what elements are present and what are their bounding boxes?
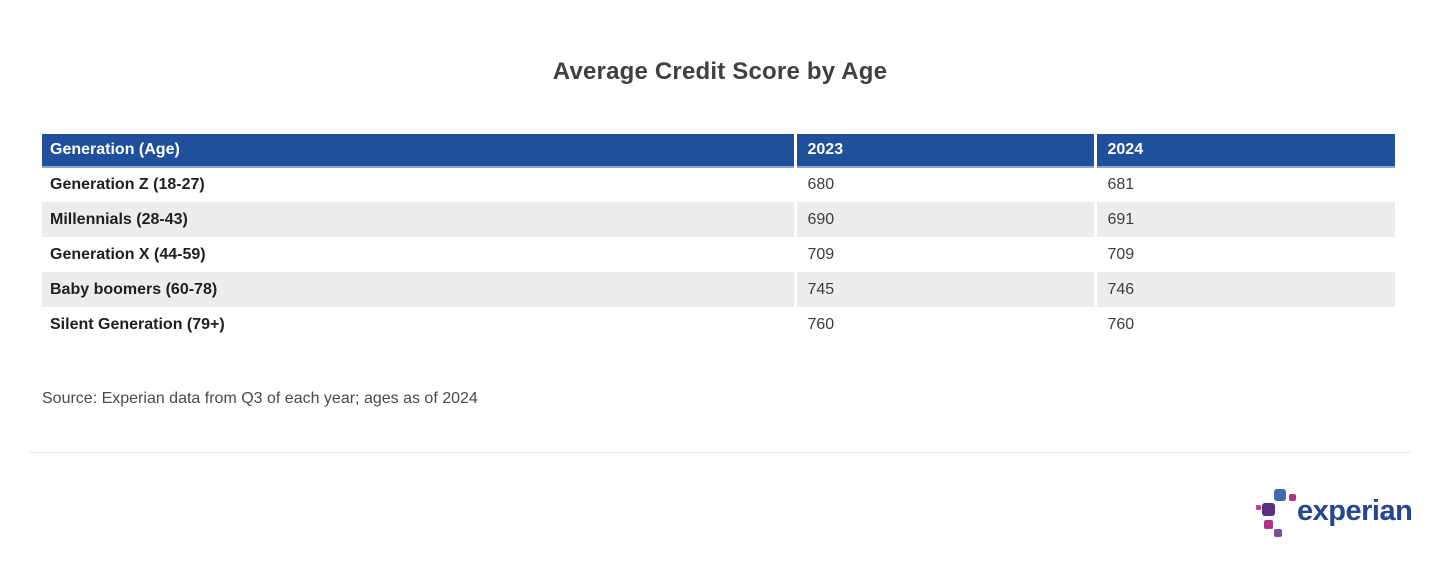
table-header: Generation (Age) 2023 2024 bbox=[42, 134, 1395, 168]
table-row: Millennials (28-43) 690 691 bbox=[42, 202, 1395, 237]
table-body: Generation Z (18-27) 680 681 Millennials (2… bbox=[42, 167, 1395, 342]
score-cell: 746 bbox=[1093, 272, 1395, 307]
score-cell: 690 bbox=[793, 202, 1095, 237]
generation-cell: Baby boomers (60-78) bbox=[50, 280, 218, 298]
experian-logo: experian ™ bbox=[1256, 486, 1413, 546]
column-header-2024: 2024 bbox=[1093, 134, 1395, 168]
score-cell: 709 bbox=[793, 237, 1095, 272]
table-row: Baby boomers (60-78) 745 746 bbox=[42, 272, 1395, 307]
generation-cell: Generation Z (18-27) bbox=[50, 176, 205, 193]
source-note: Source: Experian data from Q3 of each ye… bbox=[42, 390, 478, 407]
logo-square-purple-icon bbox=[1262, 503, 1275, 516]
page-title: Average Credit Score by Age bbox=[552, 58, 888, 85]
score-cell: 709 bbox=[1093, 237, 1395, 272]
logo-square-violet-icon bbox=[1274, 529, 1282, 537]
generation-cell: Generation X (44-59) bbox=[50, 245, 206, 263]
table-row: Generation X (44-59) 709 709 bbox=[42, 237, 1395, 272]
score-cell: 760 bbox=[793, 307, 1095, 342]
score-cell: 760 bbox=[1093, 307, 1395, 342]
logo-square-magenta-top-icon bbox=[1289, 494, 1296, 501]
logo-square-pink-left-icon bbox=[1256, 505, 1261, 510]
horizontal-divider bbox=[30, 452, 1410, 453]
score-cell: 680 bbox=[793, 167, 1095, 202]
credit-score-table: Generation (Age) 2023 2024 Generation Z … bbox=[42, 134, 1395, 342]
score-cell: 745 bbox=[793, 272, 1095, 307]
table-row: Generation Z (18-27) 680 681 bbox=[42, 167, 1395, 202]
logo-square-magenta-bottom-icon bbox=[1264, 520, 1273, 529]
logo-square-blue-icon bbox=[1274, 489, 1286, 501]
experian-wordmark: experian bbox=[1297, 495, 1413, 527]
table-header-row: Generation (Age) 2023 2024 bbox=[42, 134, 1395, 168]
generation-cell: Silent Generation (79+) bbox=[50, 315, 225, 333]
column-header-2023: 2023 bbox=[793, 134, 1095, 168]
generation-cell: Millennials (28-43) bbox=[50, 210, 188, 228]
table-row: Silent Generation (79+) 760 760 bbox=[42, 307, 1395, 342]
column-header-generation: Generation (Age) bbox=[42, 134, 795, 168]
score-cell: 691 bbox=[1093, 202, 1395, 237]
trademark-symbol: ™ bbox=[1384, 514, 1393, 524]
score-cell: 681 bbox=[1093, 167, 1395, 202]
